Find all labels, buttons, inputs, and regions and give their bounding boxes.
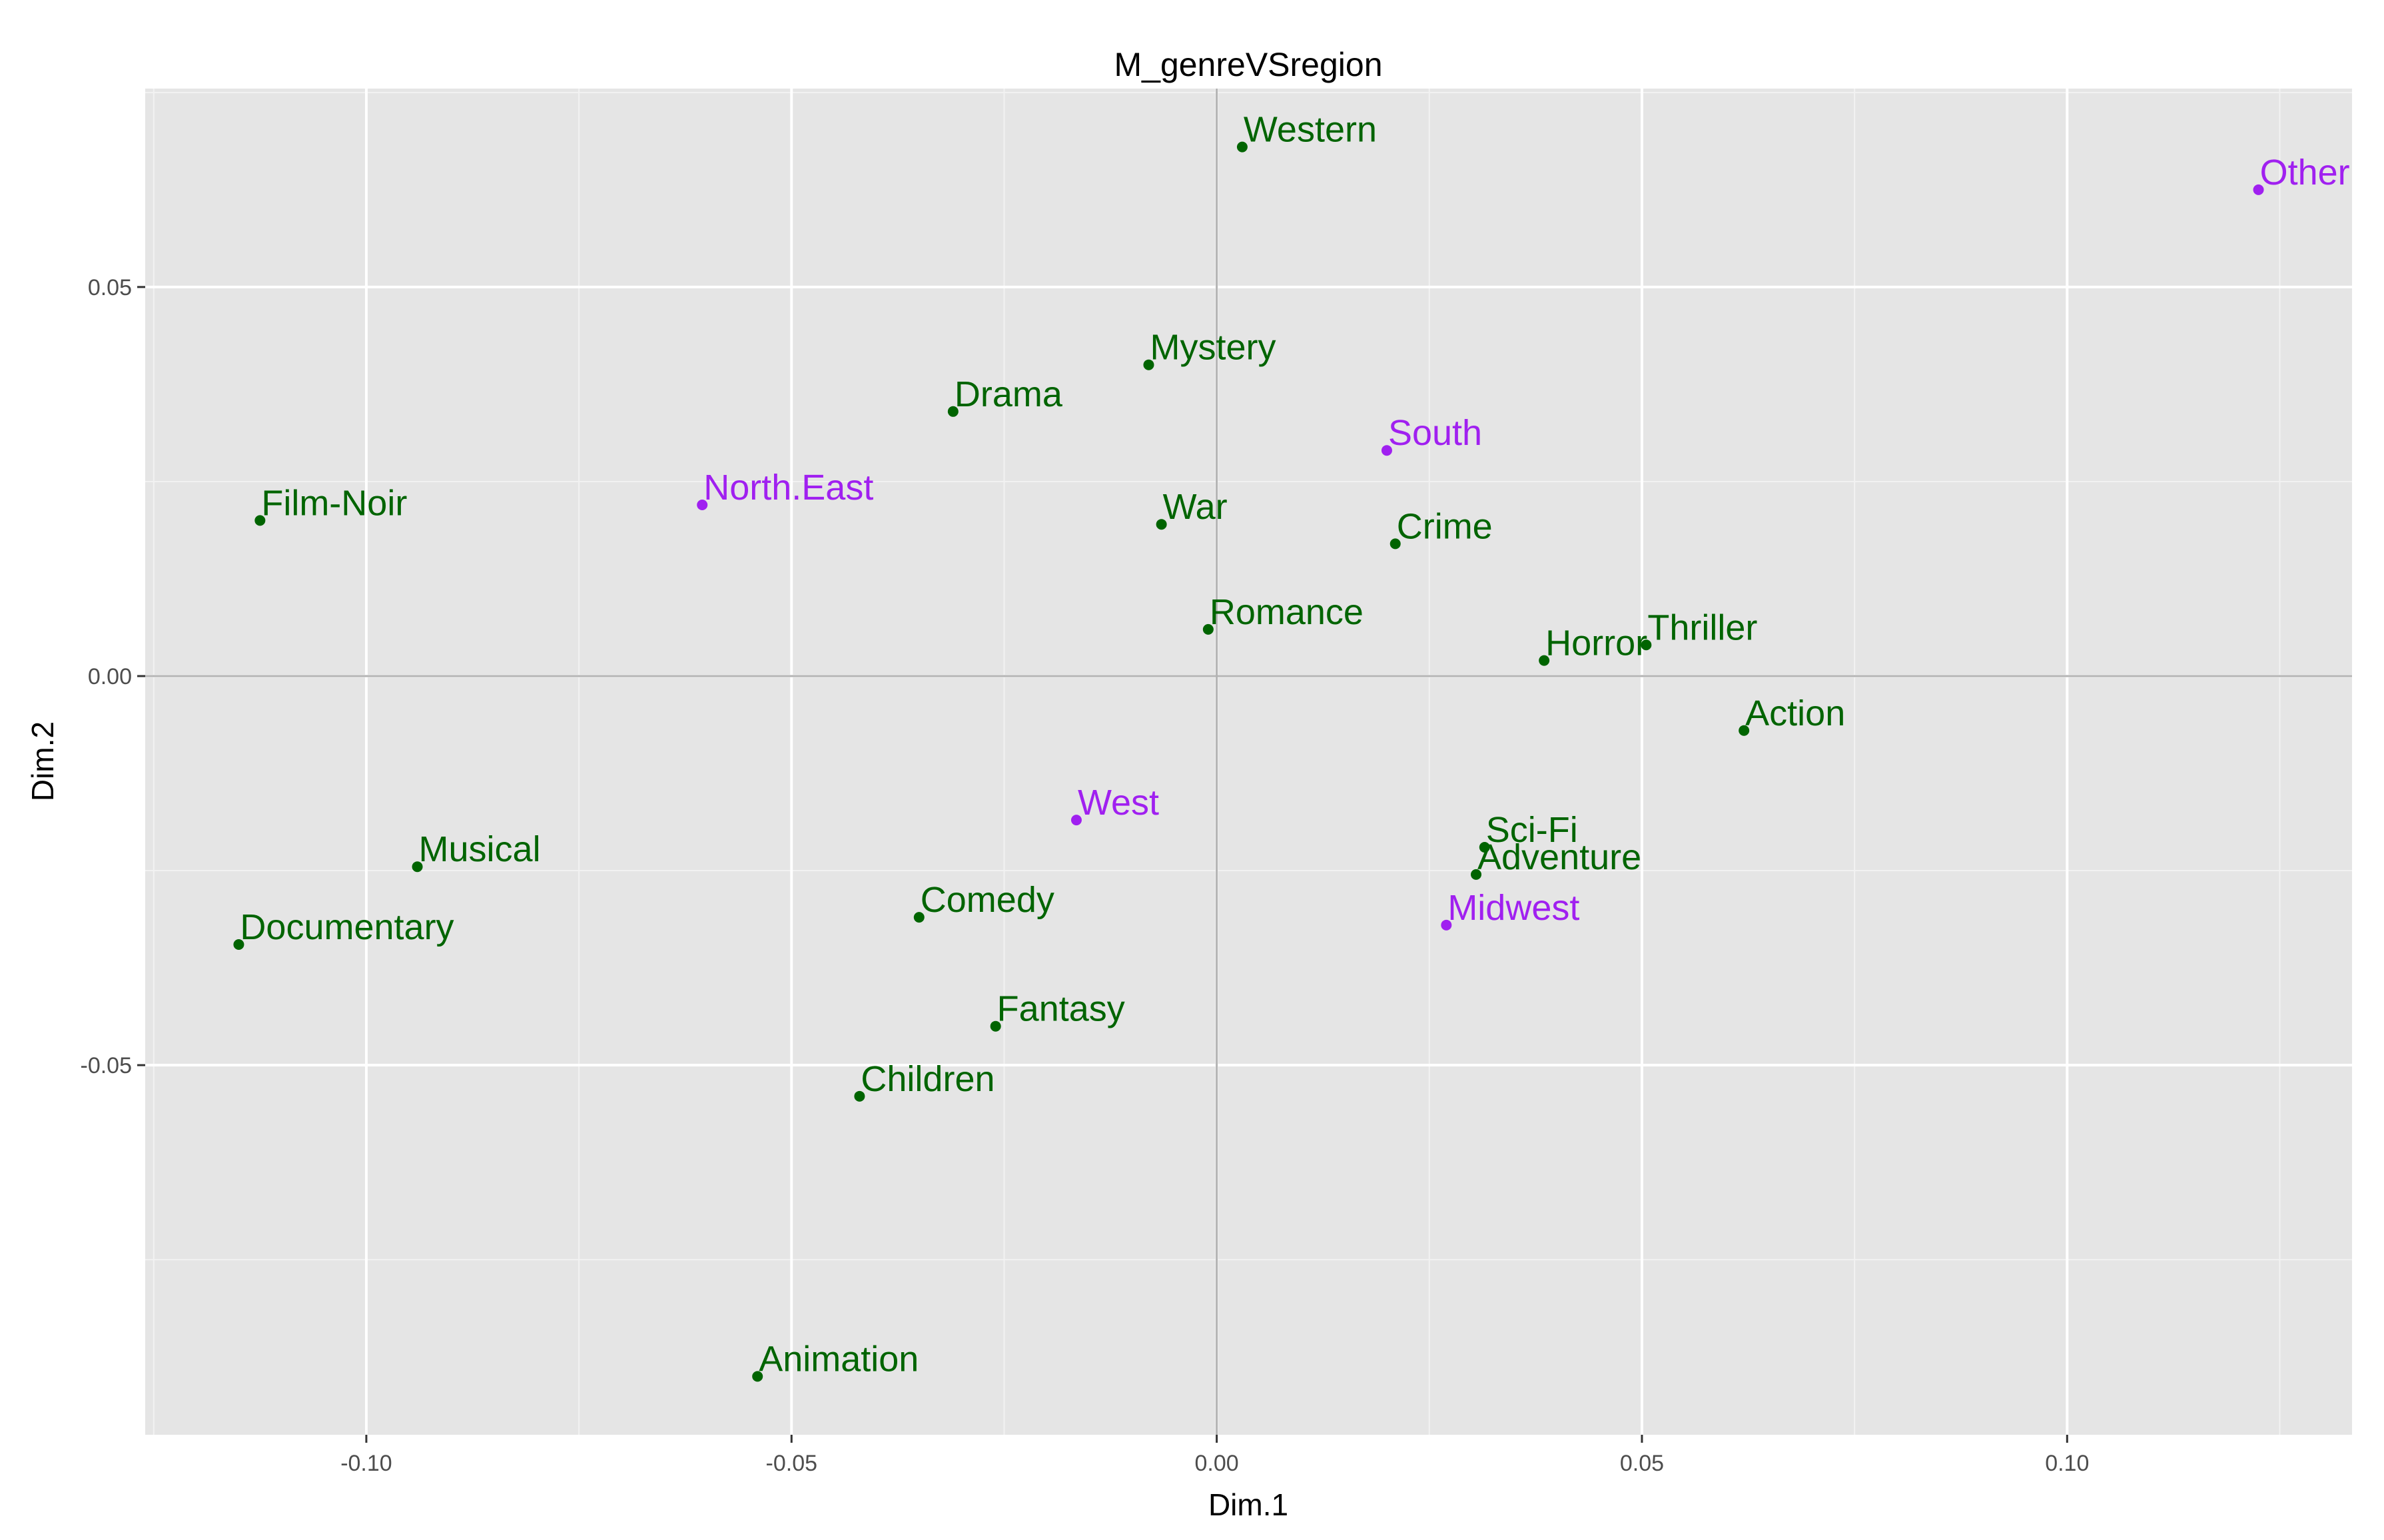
region-point (697, 499, 708, 510)
y-axis-ticks: -0.05 0.00 0.05 (81, 275, 145, 1078)
genre-point (947, 406, 959, 417)
region-label: Midwest (1447, 888, 1579, 928)
genre-label: Adventure (1477, 837, 1641, 877)
x-tick-label: -0.10 (340, 1451, 392, 1476)
genre-point (1143, 359, 1154, 370)
data-points (233, 141, 2264, 1382)
genre-label: Mystery (1150, 328, 1276, 368)
genre-point (990, 1020, 1001, 1032)
x-axis-title: Dim.1 (1208, 1487, 1288, 1522)
genre-label: War (1163, 487, 1228, 527)
region-label: West (1078, 783, 1159, 823)
genre-label: Documentary (240, 907, 454, 947)
major-gridlines (145, 89, 2352, 1435)
region-point (2253, 184, 2264, 195)
genre-point (233, 939, 244, 951)
reference-lines (145, 89, 2352, 1435)
genre-point (1739, 725, 1750, 736)
minor-gridlines (145, 89, 2352, 1435)
x-tick-label: 0.10 (2045, 1451, 2089, 1476)
genre-label: Sci-Fi (1486, 810, 1578, 850)
genre-point (1479, 842, 1490, 853)
y-tick-label: -0.05 (81, 1053, 133, 1078)
y-tick-label: 0.05 (88, 275, 132, 300)
plot-panel (145, 89, 2352, 1435)
x-axis-ticks: -0.10 -0.05 0.00 0.05 0.10 (340, 1435, 2089, 1476)
genre-label: Western (1244, 110, 1377, 150)
y-axis-title: Dim.2 (25, 721, 60, 801)
genre-point (412, 861, 423, 873)
genre-point (854, 1090, 865, 1102)
genre-label: Action (1745, 693, 1845, 733)
x-tick-label: -0.05 (766, 1451, 818, 1476)
genre-point (1471, 869, 1482, 880)
region-point (1441, 919, 1452, 931)
genre-point (1202, 623, 1214, 635)
genre-point (1390, 538, 1401, 550)
genre-label: Animation (759, 1339, 919, 1379)
x-tick-label: 0.05 (1620, 1451, 1664, 1476)
x-tick-label: 0.00 (1195, 1451, 1239, 1476)
region-point (1070, 815, 1082, 826)
genre-point (1236, 141, 1248, 153)
y-tick-label: 0.00 (88, 664, 132, 689)
genre-label: Romance (1210, 592, 1364, 632)
genre-label: Comedy (921, 880, 1054, 920)
genre-label: Fantasy (997, 989, 1125, 1029)
genre-label: Film-Noir (261, 483, 407, 523)
region-label: North.East (703, 468, 873, 508)
genre-point (1539, 655, 1550, 666)
genre-label: Crime (1397, 506, 1493, 546)
chart-title: M_genreVSregion (1114, 46, 1382, 83)
region-label: Other (2260, 153, 2350, 192)
genre-point (752, 1371, 763, 1382)
region-point (1381, 445, 1392, 456)
genre-label: Drama (955, 374, 1063, 414)
point-labels: Western Mystery Drama Film-Noir War Crime Roma… (240, 110, 2349, 1379)
genre-label: Thriller (1647, 607, 1757, 647)
genre-point (913, 912, 925, 923)
genre-point (1641, 639, 1652, 651)
genre-label: Horror (1545, 623, 1647, 663)
genre-point (1156, 519, 1167, 530)
genre-point (254, 515, 266, 526)
genre-label: Children (861, 1059, 994, 1099)
genre-label: Musical (419, 829, 541, 869)
region-label: South (1388, 413, 1482, 453)
